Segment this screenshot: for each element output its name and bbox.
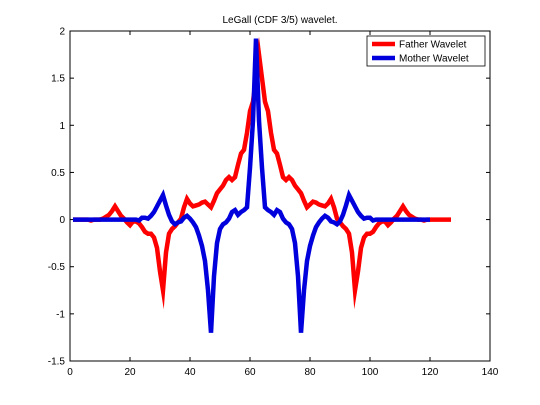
y-tick-label: 2 — [59, 27, 65, 38]
y-tick-label: -1.5 — [48, 357, 66, 368]
legend-label-mother: Mother Wavelet — [399, 54, 469, 65]
legend-label-father: Father Wavelet — [399, 40, 467, 51]
y-tick-label: -0.5 — [48, 262, 66, 273]
mother-wavelet-line — [73, 38, 430, 333]
y-tick-label: 0.5 — [51, 168, 65, 179]
series-layer — [73, 36, 451, 333]
chart-title: LeGall (CDF 3/5) wavelet. — [222, 15, 337, 26]
x-tick-label: 100 — [362, 367, 379, 378]
x-tick-label: 20 — [124, 367, 136, 378]
x-tick-label: 0 — [67, 367, 73, 378]
y-tick-label: 1.5 — [51, 74, 65, 85]
x-tick-label: 40 — [184, 367, 196, 378]
x-tick-label: 80 — [304, 367, 316, 378]
plot-frame — [69, 30, 491, 362]
legend: Father Wavelet Mother Wavelet — [366, 35, 486, 67]
x-tick-label: 120 — [422, 367, 439, 378]
y-tick-label: 0 — [59, 215, 65, 226]
y-tick-label: -1 — [56, 309, 65, 320]
x-tick-label: 60 — [244, 367, 256, 378]
y-tick-label: 1 — [59, 121, 65, 132]
axis-ticks: 0 20 40 60 80 100 120 140 -1.5 -1 -0.5 0 0.5 1 1.5 2 — [48, 27, 499, 379]
legend-box — [366, 35, 486, 67]
x-tick-label: 140 — [482, 367, 499, 378]
